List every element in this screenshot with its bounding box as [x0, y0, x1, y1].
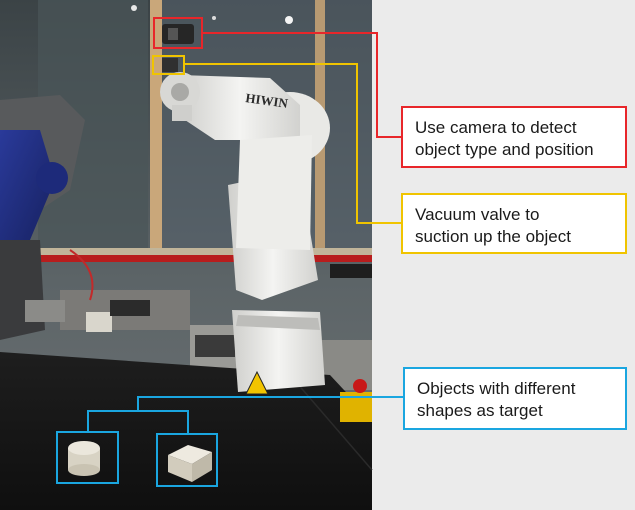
camera-callout-line-1: Use camera to detect [415, 118, 577, 137]
cylinder-object [68, 441, 100, 476]
camera-leader-line [202, 32, 401, 138]
valve-callout-line-1: Vacuum valve to [415, 205, 540, 224]
objects-leader-line [137, 396, 403, 411]
background-robot [0, 95, 85, 340]
objects-callout: Objects with different shapes as target [403, 367, 627, 430]
robot-brand-label: HIWIN [245, 90, 290, 111]
camera-annotation [153, 17, 401, 138]
objects-annotation [56, 396, 403, 487]
objects-callout-line-1: Objects with different [417, 379, 576, 398]
valve-leader-line [184, 63, 401, 224]
valve-callout-line-2: suction up the object [415, 227, 571, 246]
camera-callout-line-2: object type and position [415, 140, 594, 159]
valve-callout: Vacuum valve to suction up the object [401, 193, 627, 254]
target-objects [68, 441, 212, 482]
robot-arm: HIWIN [160, 24, 330, 395]
cube-object [168, 445, 212, 482]
valve-annotation [152, 55, 401, 224]
objects-callout-line-2: shapes as target [417, 401, 543, 420]
camera-callout: Use camera to detect object type and pos… [401, 106, 627, 168]
